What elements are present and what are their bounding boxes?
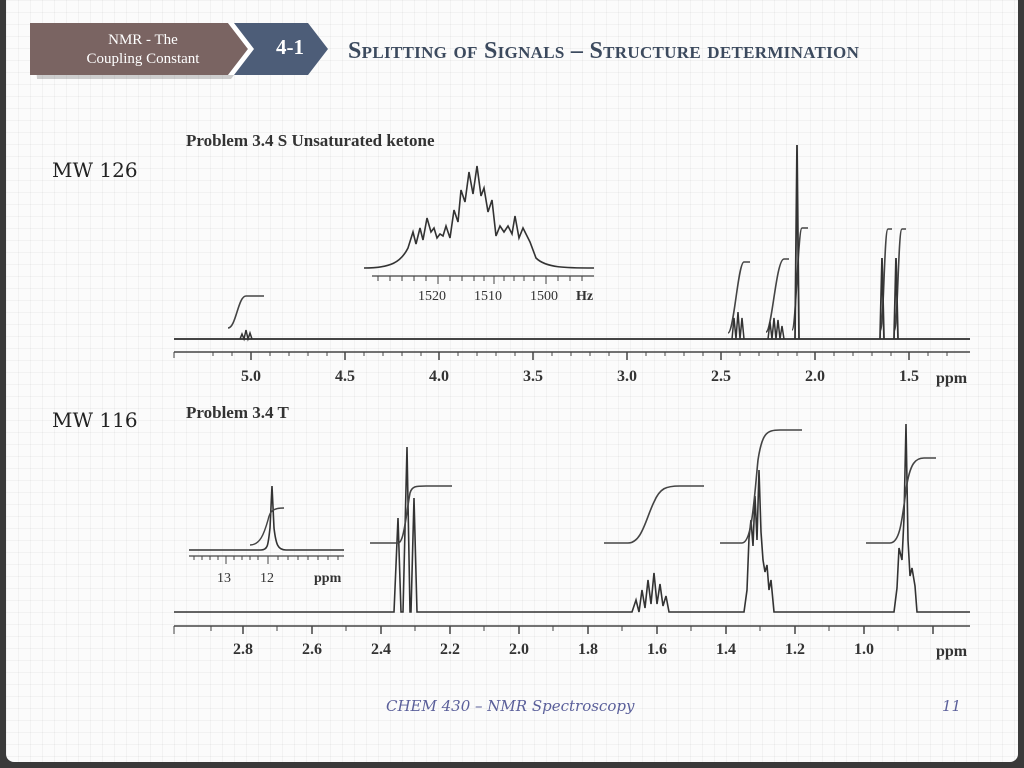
- spectrum-a-peak: [893, 257, 899, 340]
- spectrum-a-peak: [794, 144, 800, 340]
- breadcrumb: NMR - The Coupling Constant 4-1: [30, 23, 350, 81]
- tick-label: 2.0: [805, 368, 825, 385]
- spectrum-b-integral: [604, 485, 704, 544]
- spectrum-b-integral: [866, 457, 936, 544]
- tick-label: 5.0: [241, 368, 261, 385]
- footer-course-title: CHEM 430 – NMR Spectroscopy: [386, 697, 635, 715]
- spectrum-a-integral: [227, 295, 264, 329]
- inset-tick-labels: 1520 1510 1500: [418, 289, 558, 304]
- tick-label: 1.6: [647, 641, 667, 658]
- tick-label: 1520: [418, 289, 446, 304]
- tick-label: 4.0: [429, 368, 449, 385]
- spectrum-a-peak: [879, 257, 885, 340]
- spectrum-b: Problem 3.4 T 13: [173, 403, 970, 660]
- tick-label: 4.5: [335, 368, 355, 385]
- spectrum-a: Problem 3.4 S Unsaturated ketone: [173, 131, 970, 387]
- spectrum-a-integral: [791, 227, 808, 331]
- spectrum-a-peak: [239, 329, 253, 342]
- spectrum-a-integral: [765, 258, 789, 333]
- spectrum-b-major-ticks: [242, 626, 934, 634]
- spectrum-a-tick-labels: 5.0 4.5 4.0 3.5 3.0 2.5 2.0 1.5: [241, 368, 919, 385]
- spectrum-b-tick-labels: 2.8 2.6 2.4 2.2 2.0 1.8 1.6 1.4 1.2 1.0: [233, 641, 874, 658]
- spectrum-b-integral: [370, 485, 452, 544]
- tick-label: 2.8: [233, 641, 253, 658]
- spectrum-b-axis-unit: ppm: [936, 643, 968, 660]
- spectrum-b-trace: [174, 423, 970, 613]
- spectrum-a-integral: [879, 228, 892, 332]
- tick-label: 1.8: [578, 641, 598, 658]
- inset-tick-labels: 13 12: [217, 571, 274, 586]
- spectrum-a-axis-unit: ppm: [936, 370, 968, 387]
- inset-ticks: [377, 276, 583, 284]
- inset-ticks: [193, 556, 339, 564]
- page-title: Splitting of Signals – Structure determi…: [348, 38, 860, 64]
- tick-label: 1.5: [899, 368, 919, 385]
- spectrum-b-minor-ticks: [173, 626, 899, 634]
- spectrum-a-minor-ticks: [173, 352, 948, 358]
- tick-label: 2.4: [371, 641, 391, 658]
- spectrum-a-peak: [731, 311, 745, 340]
- molecular-weight-a: MW 126: [52, 158, 138, 182]
- spectrum-a-integral: [727, 261, 750, 334]
- page-number: 11: [942, 697, 962, 715]
- inset-unit: ppm: [314, 571, 342, 586]
- spectrum-a-integral: [893, 228, 906, 332]
- tick-label: 2.6: [302, 641, 322, 658]
- tick-label: 1.0: [854, 641, 874, 658]
- tick-label: 1.4: [716, 641, 736, 658]
- spectrum-b-inset: 13 12 ppm: [189, 485, 344, 586]
- inset-unit: Hz: [576, 289, 593, 304]
- breadcrumb-section-bg: [30, 23, 248, 75]
- inset-integral: [249, 507, 285, 546]
- molecular-weight-b: MW 116: [52, 408, 138, 432]
- inset-peak: [189, 485, 344, 551]
- nmr-spectra: Problem 3.4 S Unsaturated ketone: [173, 131, 970, 660]
- spectrum-b-caption: Problem 3.4 T: [186, 403, 289, 422]
- tick-label: 12: [260, 571, 274, 586]
- breadcrumb-section-label[interactable]: NMR - The Coupling Constant: [86, 32, 200, 67]
- breadcrumb-shape: [30, 23, 328, 79]
- tick-label: 13: [217, 571, 231, 586]
- tick-label: 2.2: [440, 641, 460, 658]
- tick-label: 1510: [474, 289, 502, 304]
- tick-label: 2.0: [509, 641, 529, 658]
- spectrum-a-major-ticks: [250, 352, 910, 360]
- spectrum-a-caption: Problem 3.4 S Unsaturated ketone: [186, 131, 435, 150]
- spectrum-a-peak: [767, 317, 785, 340]
- tick-label: 1.2: [785, 641, 805, 658]
- tick-label: 1500: [530, 289, 558, 304]
- inset-multiplet: [363, 165, 595, 269]
- spectrum-a-inset: 1520 1510 1500 Hz: [363, 165, 595, 304]
- tick-label: 3.5: [523, 368, 543, 385]
- slide: NMR - The Coupling Constant 4-1 Splittin…: [6, 0, 1018, 762]
- breadcrumb-number-label[interactable]: 4-1: [276, 35, 304, 59]
- tick-label: 3.0: [617, 368, 637, 385]
- breadcrumb-number-bg: [230, 23, 328, 75]
- spectrum-b-integral: [720, 429, 802, 544]
- tick-label: 2.5: [711, 368, 731, 385]
